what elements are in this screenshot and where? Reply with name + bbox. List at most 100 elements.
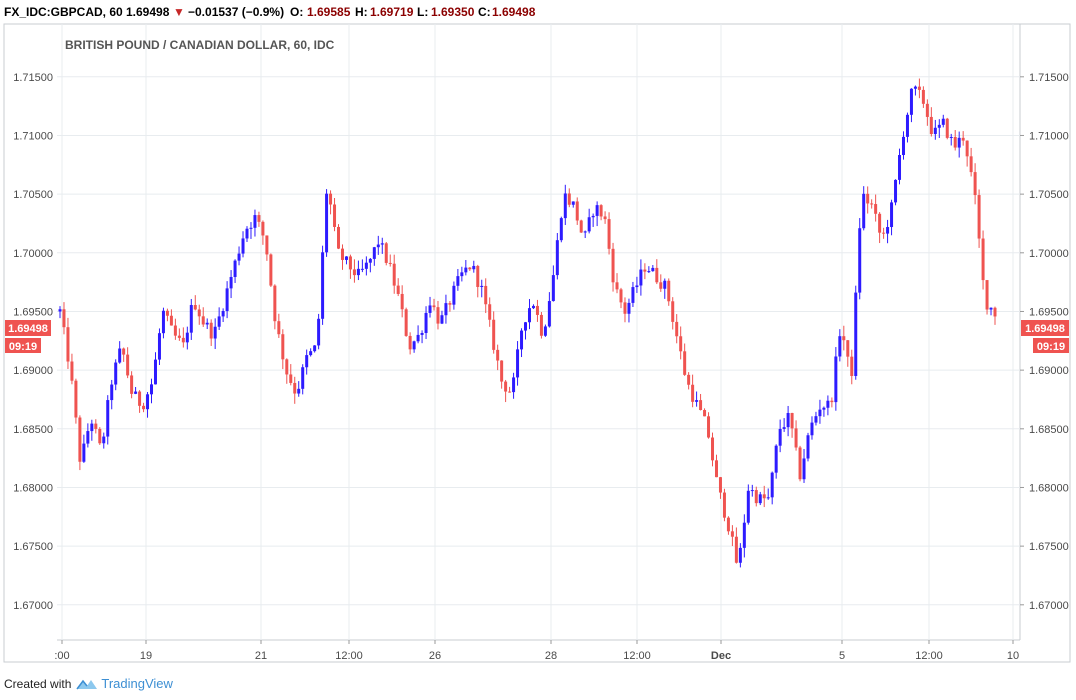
candle-body [309,351,313,356]
candle-body [126,354,130,376]
plot-frame [3,23,1071,663]
high-value: 1.69719 [370,5,414,19]
candle-body [989,307,993,310]
candle-body [695,400,699,402]
candle-body [253,215,257,228]
candle-body [882,232,886,234]
y-tick-label-left: 1.67500 [13,541,53,553]
candle-body [830,400,834,403]
candle-body [977,195,981,239]
candle-body [508,391,512,393]
candle-body [436,307,440,324]
tradingview-logo-icon [76,679,98,689]
candle-body [531,305,535,309]
candle-body [941,118,945,125]
candle-body [909,88,913,115]
candle-body [802,458,806,480]
candle-body [428,305,432,313]
candle-body [496,349,500,361]
candle-body [707,416,711,438]
candle-body [70,361,74,381]
candle-body [651,267,655,272]
tradingview-brand[interactable]: TradingView [101,676,173,691]
candle-body [368,258,372,263]
candle-body [424,312,428,333]
candle-body [177,335,181,338]
candle-body [106,400,110,437]
candle-body [591,215,595,218]
candle-body [535,305,539,315]
candle-body [798,447,802,480]
candle-body [679,336,683,352]
candle-body [325,193,329,253]
change-value: −0.01537 (−0.9%) [188,5,285,19]
candle-body [762,494,766,499]
candle-body [229,276,233,289]
candle-body [699,400,703,411]
candle-body [639,269,643,286]
y-tick-label-right: 1.69000 [1029,365,1069,377]
candle-body [703,410,707,417]
x-tick-label: 5 [839,650,845,662]
candle-body [98,428,102,444]
y-tick-label-left: 1.68000 [13,482,53,494]
candle-body [567,193,571,205]
candle-body [142,405,146,410]
candle-body [376,244,380,248]
candle-body [396,285,400,294]
candle-body [722,492,726,518]
candle-body [925,103,929,117]
candle-body [890,202,894,228]
candle-body [138,391,142,406]
x-tick-label: 28 [545,650,557,662]
candle-body [524,322,528,331]
candle-body [818,409,822,417]
y-tick-label-right: 1.71000 [1029,130,1069,142]
symbol-label[interactable]: FX_IDC:GBPCAD, 60 [4,5,123,19]
candle-body [78,417,82,462]
candle-body [726,517,730,532]
candle-body [603,216,607,220]
candle-body [305,355,309,368]
candle-body [277,321,281,335]
candle-body [201,316,205,325]
symbol-header: FX_IDC:GBPCAD, 60 1.69498 ▼ −0.01537 (−0… [0,0,1076,24]
candle-body [476,265,480,287]
down-triangle-icon: ▼ [173,5,185,19]
candle-body [913,86,917,89]
candle-body [301,367,305,389]
candle-body [520,330,524,350]
candle-body [58,309,62,312]
candle-body [794,428,798,448]
candle-body [551,275,555,302]
candlestick-series [58,78,997,568]
candle-body [826,400,830,408]
candle-body [691,384,695,402]
candle-body [615,282,619,290]
candle-body [500,360,504,382]
candle-body [858,228,862,293]
candle-body [834,356,838,403]
y-tick-label-left: 1.70000 [13,248,53,260]
created-with-text: Created with [4,676,72,691]
y-tick-label-right: 1.68000 [1029,482,1069,494]
candle-body [289,374,293,383]
y-tick-label-left: 1.69500 [13,306,53,318]
candle-body [269,254,273,286]
candle-body [659,282,663,289]
candle-body [886,227,890,234]
candle-body [933,127,937,134]
y-axis-left: 1.67000 1.67500 1.68000 1.68500 1.69000 1.695… [13,72,53,612]
close-value: 1.69498 [492,5,536,19]
candle-body [380,243,384,245]
candle-body [901,136,905,156]
candle-body [730,531,734,537]
candle-body [750,490,754,492]
candle-body [559,218,563,241]
candle-body [504,381,508,392]
x-tick-label: 21 [255,650,267,662]
candle-body [189,305,193,333]
candle-body [444,303,448,316]
candle-body [412,341,416,350]
